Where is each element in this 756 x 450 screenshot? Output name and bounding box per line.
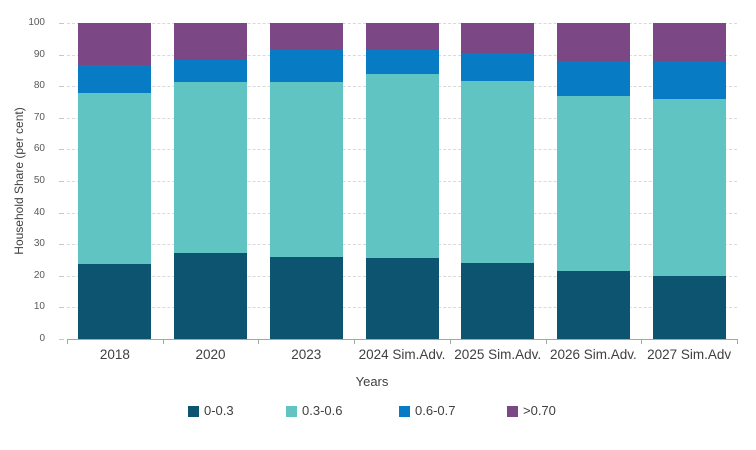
bar-segment->0.70 [365, 23, 439, 50]
y-tick-mark [59, 117, 64, 119]
x-category-label: 2020 [195, 347, 226, 362]
plot-area [67, 23, 737, 339]
y-tick-label: 50 [33, 175, 45, 186]
legend-item: 0.6-0.7 [399, 404, 455, 418]
legend-item: 0.3-0.6 [286, 404, 342, 418]
y-tick-label: 70 [33, 111, 45, 123]
y-tick-mark [59, 339, 64, 340]
bar-segment-0.3-0.6 [78, 92, 152, 264]
bar-segment-0.6-0.7 [652, 60, 726, 99]
x-axis-line [67, 339, 738, 340]
y-tick-label: 100 [28, 17, 45, 28]
bar-segment-0.6-0.7 [556, 60, 630, 97]
x-tick-mark [737, 340, 738, 344]
bar-segment-0-0.3 [365, 257, 439, 339]
bar-segment-0.6-0.7 [269, 50, 343, 83]
y-tick-label: 30 [33, 238, 45, 250]
bar-segment->0.70 [174, 23, 248, 60]
x-tick-mark [450, 340, 451, 344]
legend-swatch [188, 405, 199, 417]
legend-item: >0.70 [507, 404, 556, 418]
y-tick-mark [59, 23, 64, 24]
legend-swatch [399, 405, 410, 417]
x-tick-mark [67, 340, 68, 344]
x-axis-title: Years [355, 374, 389, 389]
x-tick-mark [258, 340, 259, 344]
x-category-label: 2027 Sim.Adv [647, 347, 732, 362]
y-tick-label: 20 [33, 269, 45, 281]
bar-segment-0.6-0.7 [365, 49, 439, 74]
bar-segment-0-0.3 [556, 271, 630, 339]
y-tick-mark [59, 212, 64, 214]
bar-segment-0.6-0.7 [461, 53, 535, 81]
y-tick-mark [59, 244, 64, 246]
y-tick-label: 90 [33, 48, 45, 60]
legend-label: 0.3-0.6 [302, 403, 343, 418]
x-tick-mark [641, 340, 642, 344]
bar-segment-0-0.3 [269, 256, 343, 339]
legend-label: 0.6-0.7 [415, 403, 456, 418]
y-tick-label: 40 [33, 206, 45, 218]
legend-label: >0.70 [523, 403, 556, 418]
bar-segment-0.6-0.7 [78, 65, 152, 93]
bar-segment-0-0.3 [652, 276, 726, 339]
bar-segment-0.3-0.6 [556, 96, 630, 272]
bar-segment-0.3-0.6 [174, 82, 248, 253]
bar-segment-0-0.3 [78, 263, 152, 339]
y-tick-mark [59, 307, 64, 309]
legend-swatch [286, 405, 297, 417]
bar-segment->0.70 [78, 23, 152, 66]
y-tick-mark [59, 181, 64, 182]
y-tick-mark [59, 54, 64, 56]
y-tick-label: 60 [33, 143, 45, 155]
bar-segment->0.70 [652, 23, 726, 61]
bar-segment-0-0.3 [461, 263, 535, 339]
bar-segment-0.3-0.6 [269, 82, 343, 257]
y-tick-mark [59, 149, 64, 151]
x-category-label: 2024 Sim.Adv. [358, 347, 446, 362]
x-tick-mark [354, 340, 355, 344]
legend-item: 0-0.3 [188, 404, 234, 418]
x-category-label: 2026 Sim.Adv. [550, 347, 637, 362]
bar-segment-0.6-0.7 [174, 59, 248, 83]
bar-segment->0.70 [269, 23, 343, 51]
bar-segment->0.70 [556, 23, 630, 61]
y-tick-label: 0 [39, 333, 45, 344]
x-tick-mark [163, 340, 164, 344]
legend-swatch [507, 405, 518, 417]
y-tick-label: 10 [33, 301, 45, 313]
bar-segment-0-0.3 [174, 252, 248, 339]
legend-label: 0-0.3 [204, 403, 234, 418]
y-tick-mark [59, 86, 64, 88]
bar-segment->0.70 [461, 23, 535, 54]
bar-segment-0.3-0.6 [365, 73, 439, 258]
bar-segment-0.3-0.6 [652, 98, 726, 277]
bar-segment-0.3-0.6 [461, 80, 535, 264]
x-category-label: 2023 [291, 347, 322, 362]
x-category-label: 2018 [99, 347, 130, 362]
x-tick-mark [546, 340, 547, 344]
x-category-label: 2025 Sim.Adv. [454, 347, 542, 362]
y-tick-label: 80 [33, 80, 45, 92]
y-tick-mark [59, 275, 64, 277]
